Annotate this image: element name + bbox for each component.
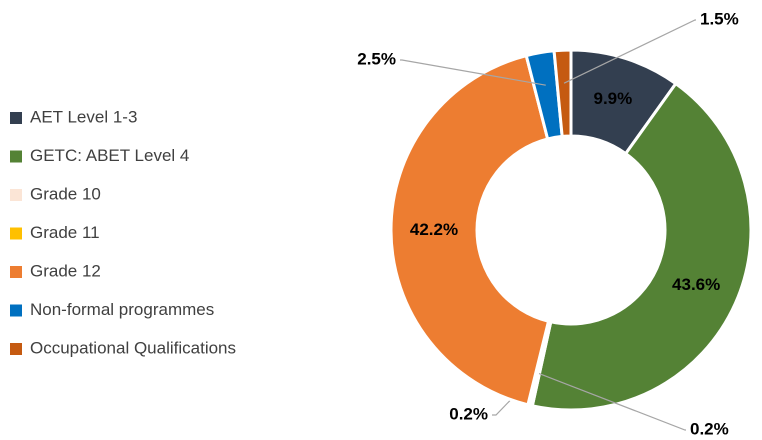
legend-label: Occupational Qualifications [30,338,236,357]
donut-slice [552,48,573,139]
legend-swatch [10,304,22,317]
legend-label: AET Level 1-3 [30,107,137,126]
legend-swatch [10,227,22,240]
data-label: 43.6% [672,275,720,294]
data-label: 0.2% [449,404,488,423]
legend-swatch [10,112,22,124]
leader-line [538,372,686,431]
legend-label: Grade 11 [30,223,100,242]
legend-swatch [10,150,22,163]
leader-line [400,59,546,86]
legend-label: Non-formal programmes [30,300,214,319]
leader-line [563,19,696,84]
data-label: 0.2% [690,419,729,438]
data-label: 42.2% [410,220,458,239]
legend-swatch [10,189,22,201]
donut-slice [530,81,753,412]
donut-slice [389,53,551,407]
data-label: 2.5% [357,49,396,68]
legend-swatch [10,343,22,355]
data-label: 1.5% [700,9,739,28]
legend-label: Grade 10 [30,184,101,203]
legend-label: Grade 12 [30,261,101,280]
legend-swatch [10,266,22,278]
data-label: 9.9% [594,89,633,108]
legend-label: GETC: ABET Level 4 [30,146,189,165]
